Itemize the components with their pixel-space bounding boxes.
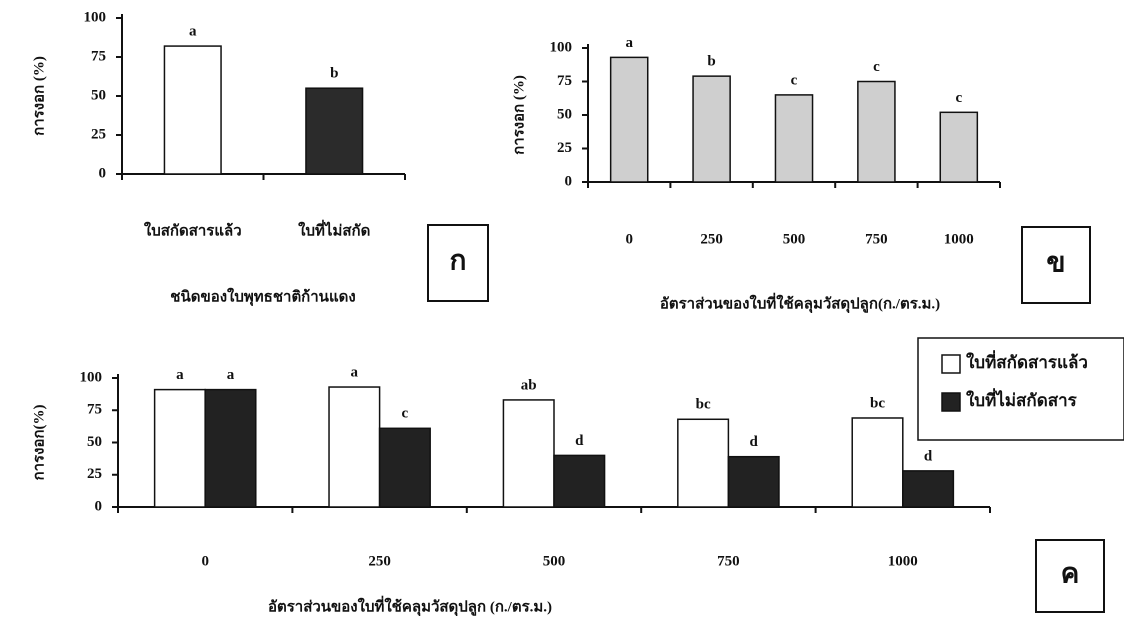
x-tick-label: 0 xyxy=(201,553,209,569)
y-tick-label: 75 xyxy=(87,402,102,418)
y-tick-label: 100 xyxy=(550,39,573,55)
y-tick-label: 75 xyxy=(557,73,572,89)
y-tick-label: 100 xyxy=(80,369,103,385)
x-tick-label: 1000 xyxy=(888,553,918,569)
significance-letter: d xyxy=(750,434,759,450)
x-tick-label: ใบที่ไม่สกัด xyxy=(298,219,370,239)
bar xyxy=(553,454,606,508)
significance-letter: a xyxy=(227,367,235,383)
significance-letter: c xyxy=(791,72,798,88)
panel-box xyxy=(427,224,489,302)
bar xyxy=(774,94,814,183)
significance-letter: bc xyxy=(870,395,885,411)
significance-letter: b xyxy=(330,66,338,82)
x-tick-label: ใบสกัดสารแล้ว xyxy=(144,221,242,239)
bar xyxy=(305,87,364,175)
bar xyxy=(163,45,222,175)
x-tick-label: 250 xyxy=(700,231,723,247)
significance-letter: c xyxy=(955,90,962,106)
y-tick-label: 25 xyxy=(91,126,106,142)
significance-letter: c xyxy=(873,59,880,75)
significance-letter: a xyxy=(176,367,184,383)
y-tick-label: 25 xyxy=(87,466,102,482)
bar xyxy=(204,388,257,508)
panel-box xyxy=(1035,539,1105,613)
bar xyxy=(851,417,904,508)
y-axis-label: การงอก (%) xyxy=(31,56,47,136)
y-tick-label: 50 xyxy=(91,87,106,103)
significance-letter: bc xyxy=(696,397,711,413)
y-tick-label: 0 xyxy=(99,165,107,181)
legend-swatch xyxy=(941,354,961,374)
significance-letter: a xyxy=(351,364,359,380)
significance-letter: d xyxy=(924,448,933,464)
y-tick-label: 50 xyxy=(87,434,102,450)
legend-label: ใบที่สกัดสารแล้ว xyxy=(966,350,1088,372)
y-tick-label: 50 xyxy=(557,106,572,122)
x-axis-label: ชนิดของใบพุทธชาติก้านแดง xyxy=(170,287,355,306)
bar xyxy=(939,111,979,183)
bar xyxy=(153,388,206,508)
panel-label: ค xyxy=(1061,558,1080,589)
panel-label: ข xyxy=(1046,247,1065,278)
bar xyxy=(328,386,381,508)
panel-label: ก xyxy=(450,245,467,276)
bar xyxy=(727,455,780,508)
x-axis-label: อัตราส่วนของใบที่ใช้คลุมวัสดุปลูก(ก./ตร.… xyxy=(660,292,940,313)
bar xyxy=(378,427,431,508)
significance-letter: d xyxy=(575,433,584,449)
legend-swatch xyxy=(941,392,961,412)
x-tick-label: 750 xyxy=(717,553,740,569)
significance-letter: ab xyxy=(521,377,537,393)
x-tick-label: 0 xyxy=(625,231,633,247)
x-axis-label: อัตราส่วนของใบที่ใช้คลุมวัสดุปลูก (ก./ตร… xyxy=(268,595,552,616)
y-tick-label: 0 xyxy=(95,498,103,514)
y-tick-label: 25 xyxy=(557,140,572,156)
legend-label: ใบที่ไม่สกัดสาร xyxy=(966,388,1078,410)
x-tick-label: 250 xyxy=(368,553,391,569)
significance-letter: a xyxy=(189,24,197,40)
x-tick-label: 750 xyxy=(865,231,888,247)
x-tick-label: 500 xyxy=(543,553,566,569)
y-axis-label: การงอก(%) xyxy=(31,405,47,481)
panel-box xyxy=(1021,226,1091,304)
bar xyxy=(902,470,955,508)
bar xyxy=(609,56,649,183)
bar xyxy=(677,418,730,508)
x-tick-label: 1000 xyxy=(944,231,974,247)
y-axis-label: การงอก (%) xyxy=(511,75,527,155)
y-tick-label: 0 xyxy=(565,173,573,189)
x-tick-label: 500 xyxy=(783,231,806,247)
significance-letter: c xyxy=(402,406,409,422)
significance-letter: a xyxy=(625,35,633,51)
significance-letter: b xyxy=(707,54,715,70)
bar xyxy=(502,399,555,508)
y-tick-label: 75 xyxy=(91,48,106,64)
y-tick-label: 100 xyxy=(84,9,107,25)
bar xyxy=(857,80,896,183)
bar xyxy=(692,75,731,183)
